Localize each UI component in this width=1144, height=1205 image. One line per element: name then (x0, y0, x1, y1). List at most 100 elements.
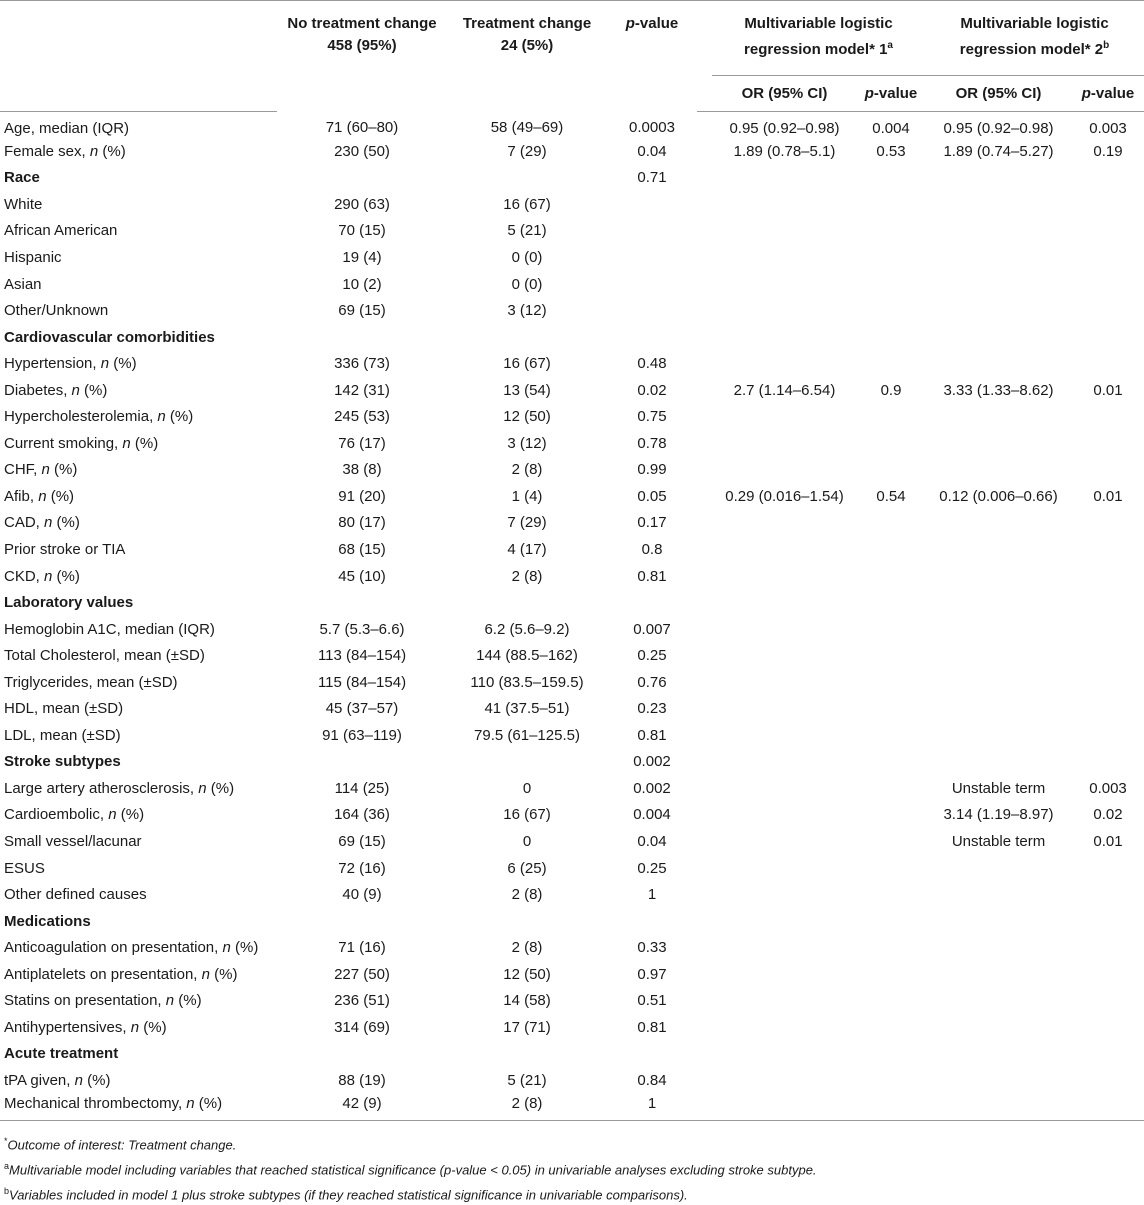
cell-change: 2 (8) (511, 461, 543, 479)
gap-cell (697, 934, 712, 961)
cell-m2-p (1072, 616, 1144, 643)
gap-cell (697, 510, 712, 537)
cell-change: 17 (71) (503, 1018, 551, 1036)
row-label: Small vessel/lacunar (4, 833, 142, 851)
row-label: HDL, mean (±SD) (4, 700, 124, 718)
cell-change (447, 165, 607, 192)
cell-m1-or (712, 1093, 857, 1121)
cell-m1-or: 0.95 (0.92–0.98) (729, 119, 840, 137)
gap-cell (697, 191, 712, 218)
cell-change: 0 (522, 779, 532, 797)
cell-m1-p (857, 749, 925, 776)
cell-change: 7 (29) (507, 142, 547, 160)
cell-m1-or (712, 350, 857, 377)
cell-no-change (277, 749, 447, 776)
cell-m2-p (1072, 961, 1144, 988)
cell-m2-or (925, 881, 1072, 908)
cell-p: 0.002 (633, 753, 671, 771)
cell-m2-or (925, 642, 1072, 669)
cell-m1-or (712, 669, 857, 696)
cell-p: 0.78 (637, 434, 667, 452)
cell-p: 0.0003 (629, 119, 675, 137)
cell-m2-or (925, 165, 1072, 192)
cell-m2-or (925, 297, 1072, 324)
table-row: Hypertension, n (%) 336 (73) 16 (67) 0.48 (0, 350, 1144, 377)
cell-m2-or (925, 722, 1072, 749)
row-label: Cardioembolic, n (%) (4, 806, 145, 824)
gap-cell (697, 642, 712, 669)
cell-p: 0.04 (637, 833, 667, 851)
cell-no-change: 290 (63) (334, 195, 390, 213)
cell-p: 0.84 (637, 1071, 667, 1089)
model1-or-header: OR (95% CI) (712, 75, 857, 112)
cell-change: 2 (8) (511, 567, 543, 585)
cell-change: 12 (50) (503, 408, 551, 426)
cell-m1-p (857, 775, 925, 802)
cell-m1-p (857, 165, 925, 192)
gap-cell (697, 1067, 712, 1094)
table-row: White 290 (63) 16 (67) (0, 191, 1144, 218)
cell-change (447, 749, 607, 776)
table-row: CAD, n (%) 80 (17) 7 (29) 0.17 (0, 510, 1144, 537)
cell-m2-or: 0.12 (0.006–0.66) (939, 487, 1058, 505)
cell-m2-or (925, 350, 1072, 377)
gap-cell (697, 377, 712, 404)
cell-m1-p (857, 616, 925, 643)
row-label: Diabetes, n (%) (4, 381, 108, 399)
row-label: Race (4, 169, 40, 187)
cell-no-change: 38 (8) (342, 461, 382, 479)
cell-m2-p (1072, 696, 1144, 723)
cell-p: 0.75 (637, 408, 667, 426)
cell-no-change: 336 (73) (334, 355, 390, 373)
cell-change: 12 (50) (503, 965, 551, 983)
cell-m1-or (712, 642, 857, 669)
gap-cell (697, 1093, 712, 1121)
table-row: Mechanical thrombectomy, n (%) 42 (9) 2 (8… (0, 1093, 1144, 1121)
cell-no-change: 68 (15) (338, 541, 386, 559)
cell-no-change (277, 165, 447, 192)
cell-m2-or (925, 563, 1072, 590)
cell-change: 2 (8) (511, 939, 543, 957)
row-label: Statins on presentation, n (%) (4, 992, 202, 1010)
footnote-a: aMultivariable model including variables… (4, 1160, 817, 1178)
cell-m2-p (1072, 510, 1144, 537)
footnote-star: *Outcome of interest: Treatment change. (4, 1136, 237, 1153)
row-label: CAD, n (%) (4, 514, 80, 532)
row-label: Current smoking, n (%) (4, 434, 159, 452)
cell-no-change: 91 (20) (338, 487, 386, 505)
cell-no-change: 115 (84–154) (317, 673, 407, 691)
row-label: Hemoglobin A1C, median (IQR) (4, 620, 215, 638)
cell-m1-p (857, 350, 925, 377)
cell-m2-or (925, 1041, 1072, 1068)
cell-m1-p (857, 510, 925, 537)
cell-m2-or: 1.89 (0.74–5.27) (943, 142, 1054, 160)
cell-change: 6.2 (5.6–9.2) (484, 620, 570, 638)
table-row: Cardioembolic, n (%) 164 (36) 16 (67) 0.004… (0, 802, 1144, 829)
cell-m2-p (1072, 536, 1144, 563)
cell-m2-or (925, 934, 1072, 961)
cell-p: 0.76 (637, 673, 667, 691)
cell-m2-p (1072, 191, 1144, 218)
cell-p: 0.33 (637, 939, 667, 957)
cell-no-change (277, 908, 447, 935)
cell-m2-or (925, 669, 1072, 696)
cell-m2-p (1072, 350, 1144, 377)
cell-p: 0.97 (637, 965, 667, 983)
cell-no-change (277, 589, 447, 616)
cell-no-change: 230 (50) (334, 142, 390, 160)
cell-change: 14 (58) (503, 992, 551, 1010)
row-label: White (4, 195, 43, 213)
cell-m2-or (925, 271, 1072, 298)
cell-m2-or (925, 191, 1072, 218)
cell-m2-p (1072, 881, 1144, 908)
cell-no-change: 164 (36) (334, 806, 390, 824)
cell-m1-or (712, 297, 857, 324)
cell-m2-p: 0.003 (1089, 779, 1127, 797)
cell-m1-or (712, 536, 857, 563)
table-row: Hispanic 19 (4) 0 (0) (0, 244, 1144, 271)
table-row: CKD, n (%) 45 (10) 2 (8) 0.81 (0, 563, 1144, 590)
cell-change: 5 (21) (507, 1071, 547, 1089)
table-row: Small vessel/lacunar 69 (15) 0 0.04 Unstable… (0, 828, 1144, 855)
table-row: CHF, n (%) 38 (8) 2 (8) 0.99 (0, 457, 1144, 484)
cell-no-change: 227 (50) (334, 965, 390, 983)
